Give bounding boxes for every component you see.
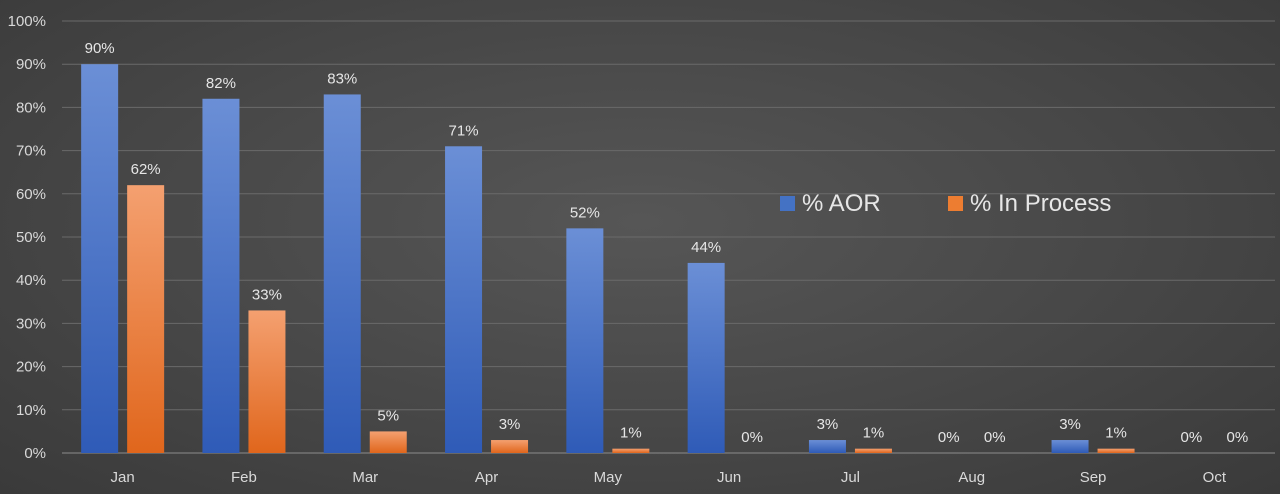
y-axis-ticks: 0% 10% 20% 30% 40% 50% 60% 70% 80% 90% 100% [8, 13, 46, 462]
data-label: 71% [449, 122, 479, 139]
y-tick-label: 70% [16, 143, 46, 160]
y-tick-label: 10% [16, 402, 46, 419]
x-axis-categories: Jan Feb Mar Apr May Jun Jul Aug Sep Oct [111, 469, 1227, 486]
bar-aor [808, 440, 846, 453]
bar-in-process [1097, 448, 1135, 453]
y-tick-label: 0% [24, 445, 46, 462]
bar-aor [687, 262, 725, 453]
data-label: 1% [620, 425, 642, 442]
y-tick-label: 100% [8, 13, 46, 30]
gridlines [62, 20, 1275, 454]
bar-aor [323, 94, 361, 453]
data-label: 0% [1181, 429, 1203, 446]
bar-in-process [612, 448, 650, 453]
x-category-label: Jul [841, 469, 860, 486]
bar-in-process [854, 448, 892, 453]
legend-swatch [948, 196, 963, 211]
bar-aor [202, 98, 240, 453]
legend-label: % AOR [802, 190, 881, 217]
x-category-label: Mar [352, 469, 378, 486]
data-label: 44% [691, 239, 721, 256]
data-label: 83% [327, 70, 357, 87]
data-label: 82% [206, 75, 236, 92]
y-tick-label: 40% [16, 272, 46, 289]
legend-label: % In Process [970, 190, 1111, 217]
data-label: 3% [1059, 416, 1081, 433]
bar-aor [566, 228, 604, 453]
bar-aor [1051, 440, 1089, 453]
y-tick-label: 80% [16, 99, 46, 116]
data-label: 62% [131, 161, 161, 178]
bar-aor [81, 64, 119, 453]
y-tick-label: 20% [16, 359, 46, 376]
data-label: 1% [863, 425, 885, 442]
data-label: 3% [817, 416, 839, 433]
bar-aor [445, 146, 483, 453]
data-label: 33% [252, 286, 282, 303]
data-label: 5% [377, 407, 399, 424]
data-label: 1% [1105, 425, 1127, 442]
legend-swatch [780, 196, 795, 211]
data-label: 90% [85, 40, 115, 57]
x-category-label: Jun [717, 469, 741, 486]
bar-in-process [491, 440, 529, 453]
x-category-label: Feb [231, 469, 257, 486]
y-tick-label: 30% [16, 315, 46, 332]
x-category-label: Oct [1203, 469, 1227, 486]
bar-in-process [369, 431, 407, 453]
bar-in-process [127, 185, 165, 453]
bars [81, 64, 1135, 453]
y-tick-label: 60% [16, 186, 46, 203]
bar-in-process [248, 310, 286, 453]
x-category-label: May [594, 469, 623, 486]
x-category-label: Jan [111, 469, 135, 486]
data-label: 52% [570, 204, 600, 221]
data-labels: 90% 62% 82% 33% 83% 5% 71% 3% 52% 1% 44% 0% 3% 1% 0% 0%… [85, 40, 1249, 446]
legend: % AOR % In Process [780, 190, 1111, 217]
data-label: 0% [984, 429, 1006, 446]
data-label: 0% [741, 429, 763, 446]
data-label: 3% [499, 416, 521, 433]
data-label: 0% [1227, 429, 1249, 446]
y-tick-label: 90% [16, 56, 46, 73]
x-category-label: Apr [475, 469, 498, 486]
y-tick-label: 50% [16, 229, 46, 246]
x-category-label: Sep [1080, 469, 1107, 486]
data-label: 0% [938, 429, 960, 446]
x-category-label: Aug [958, 469, 985, 486]
